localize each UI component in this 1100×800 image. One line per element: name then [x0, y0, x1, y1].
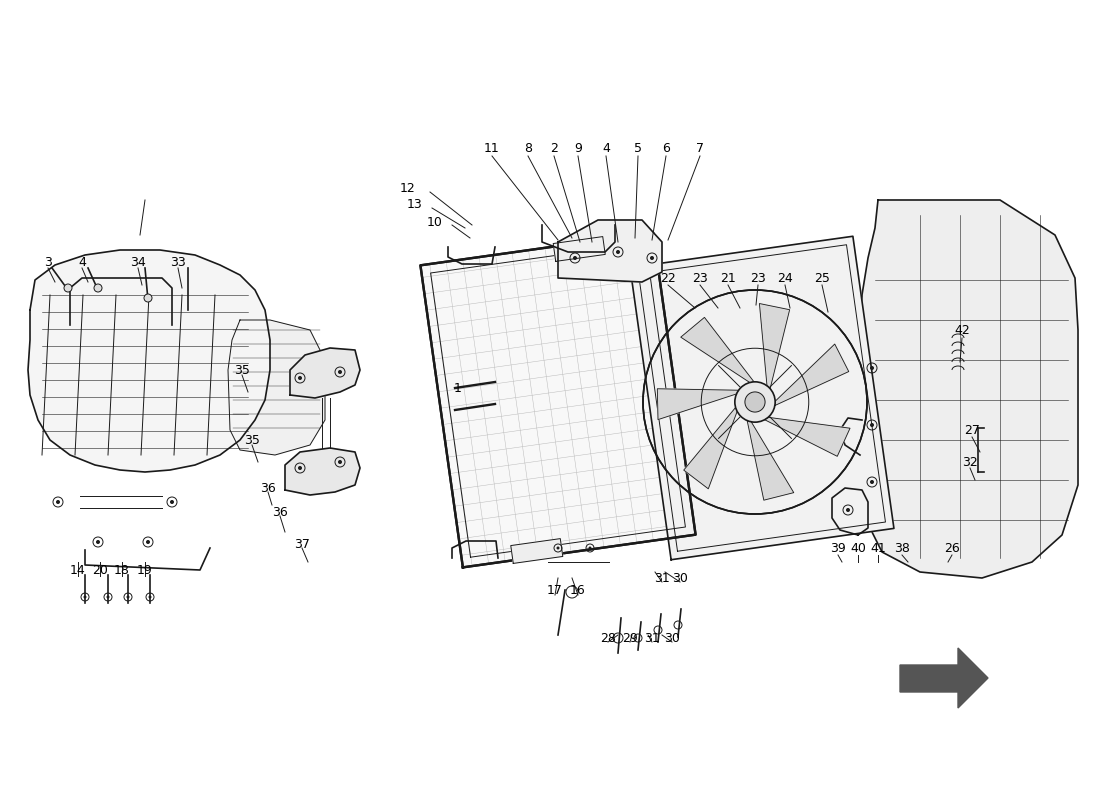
Text: 41: 41 — [870, 542, 886, 554]
Polygon shape — [420, 233, 695, 567]
Polygon shape — [774, 344, 849, 406]
Circle shape — [338, 370, 342, 374]
Text: 35: 35 — [244, 434, 260, 446]
Polygon shape — [558, 220, 662, 282]
Polygon shape — [900, 648, 988, 708]
Text: 27: 27 — [964, 423, 980, 437]
Text: 36: 36 — [272, 506, 288, 518]
Polygon shape — [228, 320, 324, 455]
Text: 30: 30 — [672, 571, 688, 585]
Polygon shape — [28, 250, 270, 472]
Text: 4: 4 — [78, 255, 86, 269]
Circle shape — [94, 284, 102, 292]
Circle shape — [588, 546, 592, 550]
Circle shape — [846, 508, 850, 512]
Circle shape — [298, 376, 302, 380]
Text: 85: 85 — [918, 243, 982, 297]
Polygon shape — [510, 538, 563, 563]
Text: 6: 6 — [662, 142, 670, 154]
Text: 30: 30 — [664, 631, 680, 645]
Polygon shape — [658, 389, 738, 419]
Text: 37: 37 — [294, 538, 310, 551]
Text: 29: 29 — [623, 631, 638, 645]
Circle shape — [146, 540, 150, 544]
Polygon shape — [681, 318, 754, 382]
Text: 13: 13 — [407, 198, 422, 211]
Text: 20: 20 — [92, 563, 108, 577]
Text: 16: 16 — [570, 583, 586, 597]
Polygon shape — [630, 236, 894, 560]
Text: 23: 23 — [692, 271, 708, 285]
Polygon shape — [684, 407, 737, 489]
Text: 26: 26 — [944, 542, 960, 554]
Text: 10: 10 — [427, 215, 443, 229]
Polygon shape — [764, 418, 850, 456]
Circle shape — [870, 366, 874, 370]
Text: 18: 18 — [114, 563, 130, 577]
Text: eurospares: eurospares — [430, 248, 970, 512]
Polygon shape — [759, 303, 790, 389]
Text: 3: 3 — [44, 255, 52, 269]
Text: 42: 42 — [954, 323, 970, 337]
Text: 22: 22 — [660, 271, 675, 285]
Text: 2: 2 — [550, 142, 558, 154]
Polygon shape — [832, 488, 868, 535]
Text: 14: 14 — [70, 563, 86, 577]
Text: 38: 38 — [894, 542, 910, 554]
Circle shape — [298, 466, 302, 470]
Text: 7: 7 — [696, 142, 704, 154]
Text: 9: 9 — [574, 142, 582, 154]
Polygon shape — [290, 348, 360, 398]
Text: 8: 8 — [524, 142, 532, 154]
Circle shape — [650, 256, 654, 260]
Text: 21: 21 — [720, 271, 736, 285]
Text: 12: 12 — [400, 182, 416, 194]
Text: 5: 5 — [634, 142, 642, 154]
Text: 23: 23 — [750, 271, 766, 285]
Circle shape — [56, 500, 60, 504]
Circle shape — [557, 546, 560, 550]
Text: 40: 40 — [850, 542, 866, 554]
Circle shape — [735, 382, 776, 422]
Text: 39: 39 — [830, 542, 846, 554]
Circle shape — [870, 423, 874, 427]
Text: 31: 31 — [645, 631, 660, 645]
Text: 32: 32 — [962, 455, 978, 469]
Polygon shape — [553, 237, 605, 262]
Text: 4: 4 — [602, 142, 609, 154]
Text: 19: 19 — [138, 563, 153, 577]
Circle shape — [96, 540, 100, 544]
Text: 31: 31 — [654, 571, 670, 585]
Polygon shape — [285, 448, 360, 495]
Text: a passion for parts: a passion for parts — [541, 398, 818, 522]
Circle shape — [170, 500, 174, 504]
Text: 33: 33 — [170, 255, 186, 269]
Circle shape — [745, 392, 766, 412]
Circle shape — [64, 284, 72, 292]
Polygon shape — [747, 421, 794, 500]
Text: 28: 28 — [601, 631, 616, 645]
Text: 36: 36 — [260, 482, 276, 494]
Circle shape — [148, 595, 152, 598]
Text: 34: 34 — [130, 255, 146, 269]
Circle shape — [144, 294, 152, 302]
Circle shape — [338, 460, 342, 464]
Circle shape — [126, 595, 130, 598]
Text: 11: 11 — [484, 142, 499, 154]
Text: 25: 25 — [814, 271, 829, 285]
Text: 17: 17 — [547, 583, 563, 597]
Circle shape — [84, 595, 87, 598]
Polygon shape — [862, 200, 1078, 578]
Text: 1: 1 — [454, 382, 462, 394]
Circle shape — [107, 595, 110, 598]
Text: 24: 24 — [777, 271, 793, 285]
Circle shape — [616, 250, 620, 254]
Text: 35: 35 — [234, 363, 250, 377]
Circle shape — [573, 256, 578, 260]
Circle shape — [870, 480, 874, 484]
